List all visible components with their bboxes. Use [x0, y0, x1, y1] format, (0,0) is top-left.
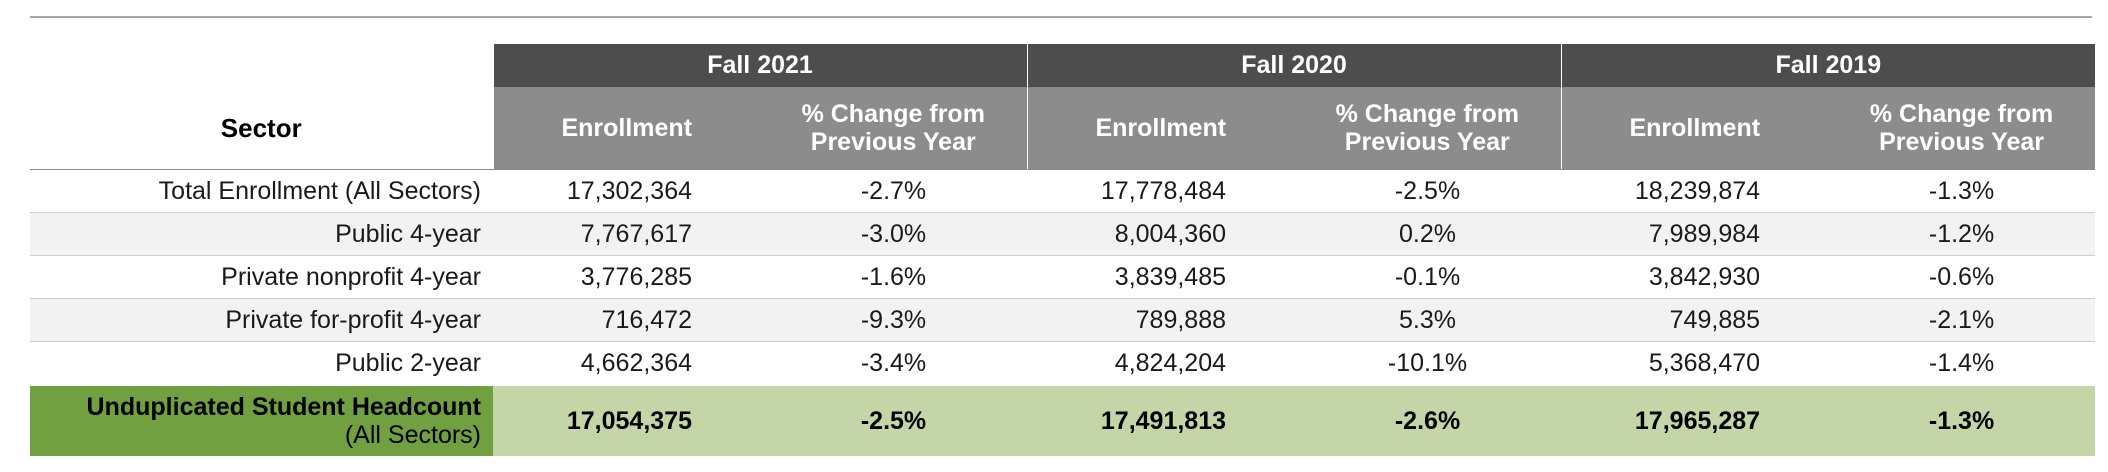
total-change-value: -2.5% [760, 384, 1028, 456]
sector-name: Public 4-year [30, 212, 493, 256]
sector-name: Private for-profit 4-year [30, 298, 493, 342]
change-value: 5.3% [1294, 298, 1562, 342]
table-row: Public 4-year 7,767,617 -3.0% 8,004,360 … [30, 212, 2096, 256]
enrollment-header-2021: Enrollment [492, 87, 760, 170]
change-value: -9.3% [760, 298, 1028, 342]
enrollment-value: 3,842,930 [1561, 255, 1829, 299]
top-rule [30, 16, 2092, 18]
column-header-row: Sector Enrollment % Change from Previous… [30, 87, 2096, 170]
enrollment-value: 18,239,874 [1561, 169, 1829, 213]
enrollment-value: 716,472 [493, 298, 760, 342]
sector-name: Private nonprofit 4-year [30, 255, 493, 299]
enrollment-value: 4,662,364 [493, 341, 760, 386]
table-row: Private nonprofit 4-year 3,776,285 -1.6%… [30, 255, 2096, 299]
sector-column-header: Sector [30, 87, 493, 170]
enrollment-value: 749,885 [1561, 298, 1829, 342]
change-value: -1.4% [1828, 341, 2096, 386]
change-value: 0.2% [1294, 212, 1562, 256]
change-header-2020: % Change from Previous Year [1294, 87, 1562, 170]
year-header-2019: Fall 2019 [1560, 44, 2096, 87]
change-value: -1.2% [1828, 212, 2096, 256]
enrollment-header-2019: Enrollment [1560, 87, 1829, 170]
enrollment-table: Fall 2021 Fall 2020 Fall 2019 Sector Enr… [30, 44, 2096, 456]
total-label-main: Unduplicated Student Headcount [86, 393, 481, 421]
change-value: -0.1% [1294, 255, 1562, 299]
change-header-2021: % Change from Previous Year [760, 87, 1028, 170]
year-header-2021: Fall 2021 [492, 44, 1028, 87]
enrollment-value: 8,004,360 [1027, 212, 1295, 256]
change-value: -3.4% [760, 341, 1028, 386]
change-value: -2.5% [1294, 169, 1562, 213]
enrollment-value: 4,824,204 [1027, 341, 1295, 386]
change-value: -3.0% [760, 212, 1028, 256]
sector-name: Total Enrollment (All Sectors) [30, 169, 493, 213]
total-enrollment-value: 17,965,287 [1561, 384, 1829, 456]
enrollment-header-2020: Enrollment [1026, 87, 1295, 170]
year-header-row: Fall 2021 Fall 2020 Fall 2019 [30, 44, 2096, 87]
total-change-value: -1.3% [1828, 384, 2096, 456]
enrollment-value: 3,776,285 [493, 255, 760, 299]
change-value: -2.7% [760, 169, 1028, 213]
enrollment-value: 5,368,470 [1561, 341, 1829, 386]
change-value: -1.6% [760, 255, 1028, 299]
enrollment-value: 789,888 [1027, 298, 1295, 342]
total-change-value: -2.6% [1294, 384, 1562, 456]
table-row: Private for-profit 4-year 716,472 -9.3% … [30, 298, 2096, 342]
table-row: Total Enrollment (All Sectors) 17,302,36… [30, 169, 2096, 213]
enrollment-value: 17,302,364 [493, 169, 760, 213]
enrollment-value: 7,989,984 [1561, 212, 1829, 256]
change-value: -1.3% [1828, 169, 2096, 213]
year-header-2020: Fall 2020 [1026, 44, 1562, 87]
change-header-2019: % Change from Previous Year [1828, 87, 2096, 170]
enrollment-value: 7,767,617 [493, 212, 760, 256]
total-enrollment-value: 17,054,375 [493, 384, 760, 456]
table-row: Public 2-year 4,662,364 -3.4% 4,824,204 … [30, 341, 2096, 386]
change-value: -10.1% [1294, 341, 1562, 386]
change-value: -0.6% [1828, 255, 2096, 299]
header-blank-cell [30, 44, 493, 87]
total-enrollment-value: 17,491,813 [1027, 384, 1295, 456]
total-label: Unduplicated Student Headcount (All Sect… [30, 384, 493, 456]
enrollment-value: 3,839,485 [1027, 255, 1295, 299]
sector-name: Public 2-year [30, 341, 493, 386]
total-row: Unduplicated Student Headcount (All Sect… [30, 384, 2096, 456]
change-value: -2.1% [1828, 298, 2096, 342]
enrollment-value: 17,778,484 [1027, 169, 1295, 213]
total-label-sub: (All Sectors) [344, 421, 481, 449]
